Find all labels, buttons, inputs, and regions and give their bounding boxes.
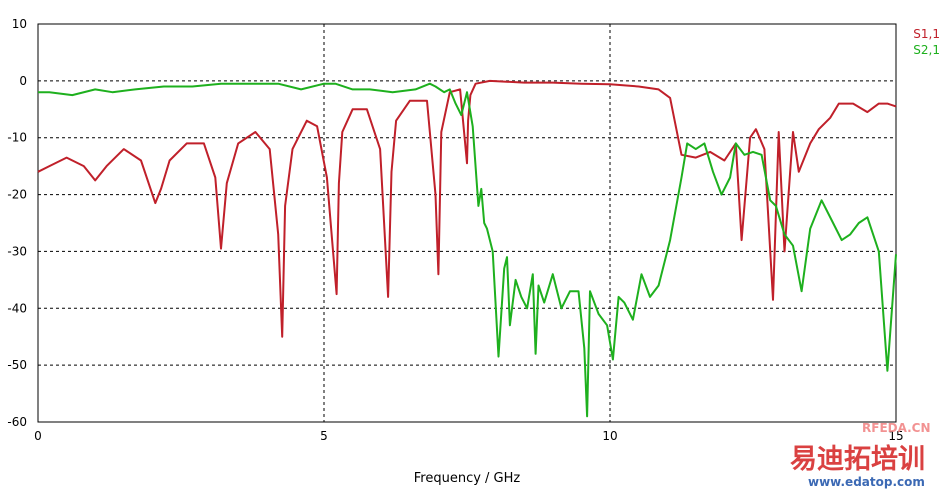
series-line-s11 (37, 79, 897, 338)
watermark-url: www.edatop.com (808, 475, 925, 489)
x-tick-label: 10 (602, 429, 617, 443)
x-tick-label: 5 (320, 429, 328, 443)
legend: S1,1 S2,1 (913, 27, 940, 57)
y-tick-label: -50 (7, 358, 27, 372)
series-layer (37, 79, 897, 418)
x-axis-label: Frequency / GHz (414, 471, 521, 486)
y-tick-label: -30 (7, 244, 27, 258)
legend-entry: S2,1 (913, 43, 940, 57)
watermark: RFEDA.CN 易迪拓培训 www.edatop.com (790, 421, 931, 489)
y-tick-label: -10 (7, 131, 27, 145)
watermark-site: RFEDA.CN (862, 421, 931, 435)
y-tick-label: -40 (7, 301, 27, 315)
grid (38, 24, 896, 422)
y-tick-label: -60 (7, 415, 27, 429)
series-line-s21 (38, 82, 897, 418)
x-tick-label: 0 (34, 429, 42, 443)
y-tick-label: -20 (7, 188, 27, 202)
plot-frame (37, 23, 897, 423)
y-tick-label: 10 (12, 17, 27, 31)
y-tick-label: 0 (19, 74, 27, 88)
x-tick-labels: 0 5 10 15 (34, 429, 903, 443)
watermark-brand: 易迪拓培训 (790, 444, 925, 475)
y-tick-labels: 10 0 -10 -20 -30 -40 -50 -60 (7, 17, 27, 429)
legend-entry: S1,1 (913, 27, 940, 41)
x-tick-label: 15 (888, 429, 903, 443)
